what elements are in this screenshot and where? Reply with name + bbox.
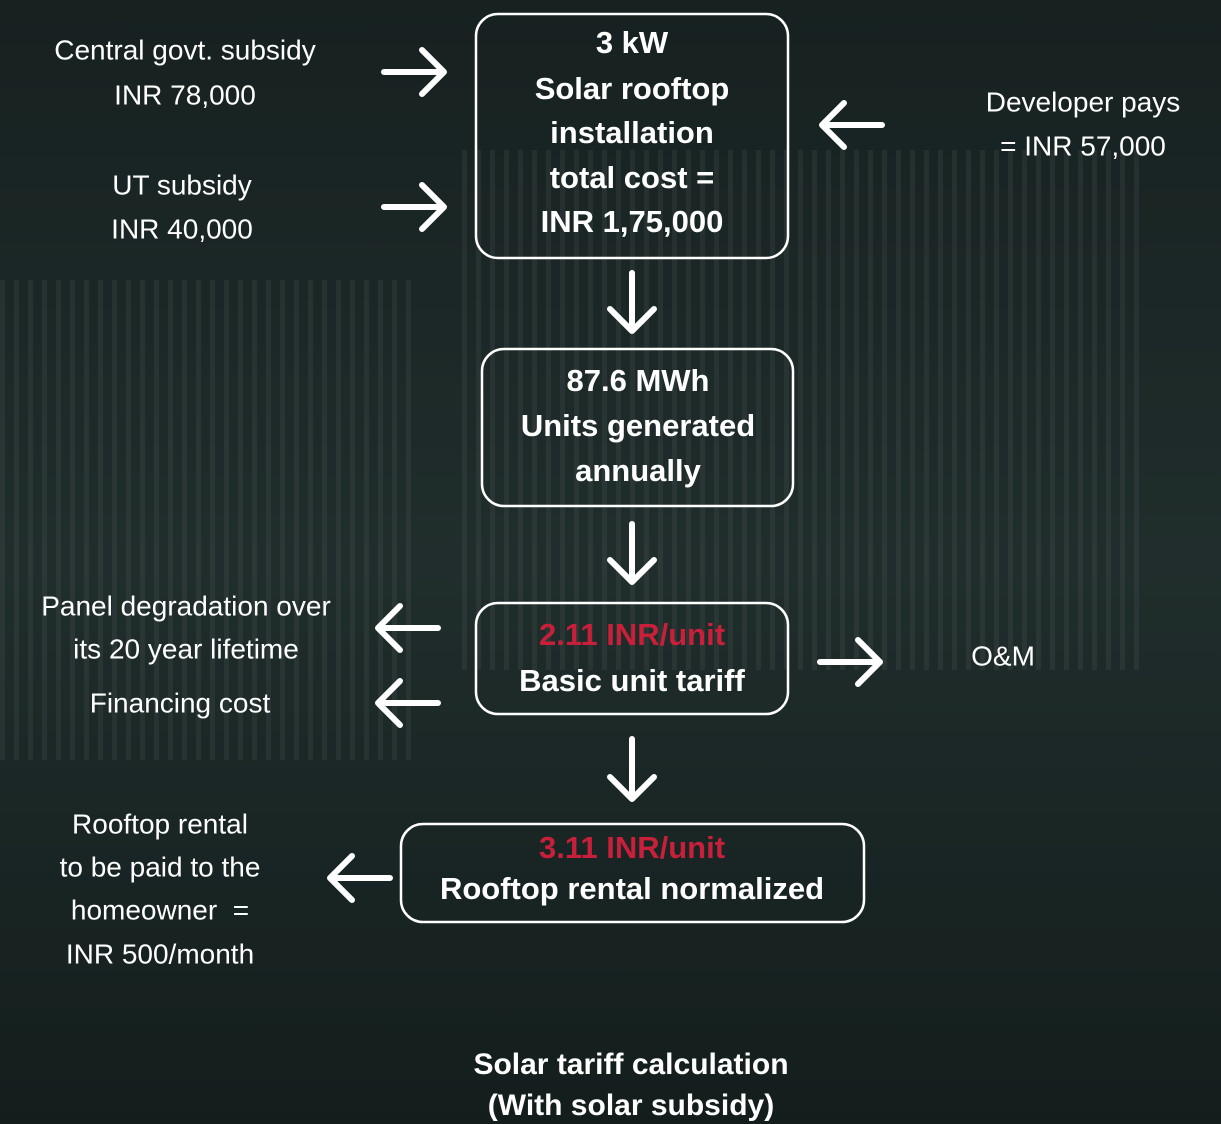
node-text: annually: [575, 453, 702, 488]
node-text: Basic unit tariff: [519, 663, 745, 698]
side-label: INR 78,000: [114, 79, 256, 110]
side-label: Panel degradation over: [41, 590, 331, 621]
side-label: O&M: [971, 640, 1035, 671]
side-label: INR 40,000: [111, 213, 253, 244]
side-label: homeowner =: [71, 894, 249, 925]
side-label: Financing cost: [90, 687, 271, 718]
node-text: 87.6 MWh: [567, 363, 710, 398]
caption: (With solar subsidy): [488, 1089, 774, 1122]
side-label: INR 500/month: [66, 938, 254, 969]
side-label: UT subsidy: [112, 169, 252, 200]
node-highlight: 3.11 INR/unit: [539, 830, 725, 865]
diagram: 3 kW Solar rooftop installation total co…: [0, 0, 1221, 1124]
node-text: 3 kW: [596, 25, 669, 60]
page: 3 kW Solar rooftop installation total co…: [0, 0, 1221, 1124]
side-label: Developer pays: [986, 86, 1181, 117]
side-label: = INR 57,000: [1000, 130, 1166, 161]
node-highlight: 2.11 INR/unit: [539, 617, 725, 652]
node-text: installation: [550, 115, 714, 150]
node-text: Solar rooftop: [535, 71, 730, 106]
caption: Solar tariff calculation: [473, 1048, 788, 1081]
side-label: its 20 year lifetime: [73, 633, 299, 664]
node-text: INR 1,75,000: [541, 204, 724, 239]
side-label: Central govt. subsidy: [54, 34, 315, 65]
side-label: to be paid to the: [60, 851, 261, 882]
node-text: total cost =: [550, 160, 715, 195]
node-text: Rooftop rental normalized: [440, 871, 824, 906]
node-text: Units generated: [521, 408, 755, 443]
side-label: Rooftop rental: [72, 808, 248, 839]
